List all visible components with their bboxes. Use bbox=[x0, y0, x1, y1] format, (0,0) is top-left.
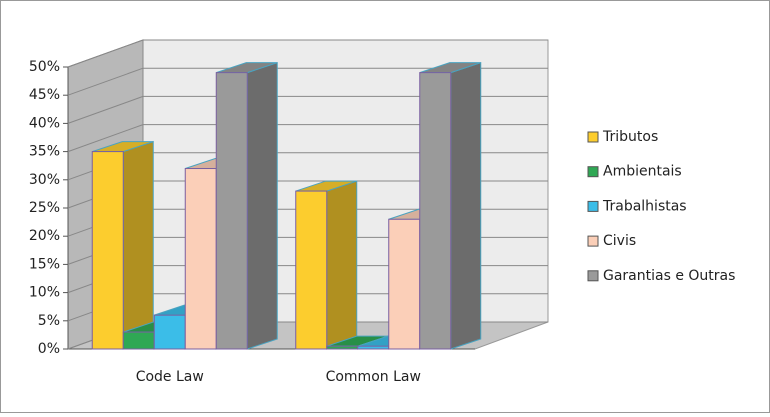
bar bbox=[184, 168, 217, 350]
y-tick-label: 50% bbox=[29, 59, 60, 75]
legend-label: Garantias e Outras bbox=[603, 268, 735, 284]
y-tick-label: 45% bbox=[29, 87, 60, 103]
legend-swatch bbox=[587, 270, 599, 282]
y-tick-label: 35% bbox=[29, 144, 60, 160]
bar bbox=[419, 72, 452, 350]
y-tick-label: 15% bbox=[29, 256, 60, 272]
grid-line bbox=[67, 39, 144, 68]
bar bbox=[153, 314, 186, 350]
grid-line bbox=[67, 67, 144, 96]
bar bbox=[215, 72, 248, 350]
bar-side bbox=[122, 140, 154, 350]
legend-label: Trabalhistas bbox=[602, 198, 687, 214]
bar bbox=[295, 190, 328, 350]
legend-swatch bbox=[587, 235, 599, 247]
y-tick-label: 25% bbox=[29, 200, 60, 216]
bar-side bbox=[246, 61, 278, 350]
legend-swatch bbox=[587, 166, 599, 178]
y-tick-label: 5% bbox=[38, 313, 60, 329]
legend-swatch bbox=[587, 131, 599, 143]
bar-side bbox=[326, 180, 358, 350]
x-tick-label: Common Law bbox=[326, 369, 421, 385]
bar bbox=[357, 345, 390, 350]
x-tick-label: Code Law bbox=[136, 369, 204, 385]
grid-line bbox=[67, 95, 144, 124]
y-tick-label: 0% bbox=[38, 341, 60, 357]
bar bbox=[388, 218, 421, 350]
bar bbox=[326, 345, 359, 350]
legend-swatch bbox=[587, 200, 599, 212]
y-tick-label: 30% bbox=[29, 172, 60, 188]
bar bbox=[122, 331, 155, 350]
legend-label: Civis bbox=[603, 233, 636, 249]
y-tick-label: 40% bbox=[29, 115, 60, 131]
y-tick-label: 10% bbox=[29, 285, 60, 301]
grid-line bbox=[67, 124, 144, 153]
y-tick-label: 20% bbox=[29, 228, 60, 244]
legend-label: Tributos bbox=[602, 129, 658, 145]
legend-label: Ambientais bbox=[603, 164, 682, 180]
bar bbox=[91, 151, 124, 350]
bar-side bbox=[450, 61, 482, 350]
